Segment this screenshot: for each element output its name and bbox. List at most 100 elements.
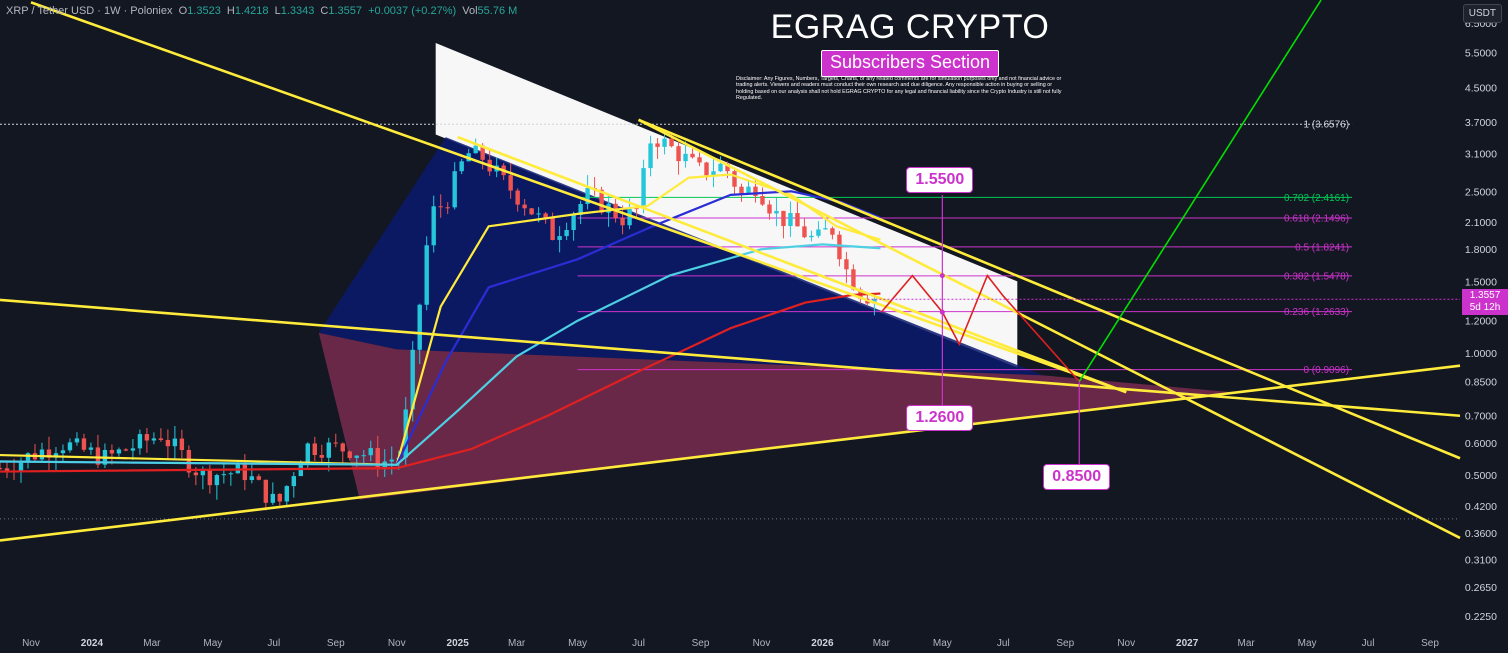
candle-body [571, 214, 576, 231]
candle-110 [767, 200, 772, 220]
candle-74 [515, 188, 520, 212]
candle-body [123, 449, 129, 451]
time-tick-4: Jul [267, 638, 280, 649]
candle-body [137, 434, 143, 449]
time-tick-1: 2024 [81, 638, 104, 649]
candle-24 [165, 429, 171, 459]
candle-62 [431, 195, 436, 253]
time-tick-19: 2027 [1176, 638, 1199, 649]
candle-body [760, 196, 765, 205]
candle-body [704, 162, 709, 176]
candle-56 [389, 446, 394, 475]
candle-65 [452, 162, 457, 210]
target-label-upper: 1.5500 [906, 167, 974, 193]
candle-115 [802, 217, 807, 239]
candle-20 [137, 429, 143, 455]
fibonacci-levels: 1 (3.6576) 0.702 (2.4161) 0.618 (2.1496) 0.… [0, 120, 1353, 376]
currency-button[interactable]: USDT [1462, 4, 1502, 23]
candle-52 [361, 449, 366, 464]
candle-body [354, 455, 359, 458]
candle-body [109, 449, 115, 454]
candle-47 [326, 437, 331, 472]
candle-body [291, 476, 296, 487]
branding: EGRAG CRYPTO Subscribers Section [700, 8, 1120, 77]
moving-average-1 [0, 190, 881, 466]
candle-46 [319, 444, 324, 465]
price-tick-3: 3.7000 [1465, 117, 1497, 129]
candle-body [249, 476, 255, 481]
candle-body [564, 230, 569, 237]
candle-106 [739, 183, 744, 202]
candle-body [459, 161, 464, 172]
candle-body [690, 153, 695, 158]
time-tick-18: Nov [1117, 638, 1135, 649]
candle-95 [662, 131, 667, 155]
candle-113 [788, 201, 793, 237]
candle-93 [648, 135, 653, 177]
candle-40 [277, 493, 283, 506]
projection-zigzag [880, 274, 1080, 383]
open-label: O [178, 5, 188, 17]
candle-body [767, 204, 772, 214]
candle-body [228, 473, 234, 475]
time-tick-0: Nov [22, 638, 40, 649]
candle-22 [151, 432, 157, 445]
candle-body [326, 442, 331, 458]
target-dot-middle [939, 309, 945, 315]
upper-triangle-fill [318, 137, 1044, 376]
candle-53 [368, 440, 373, 462]
fib-label-5: 0.236 (1.2633) [1284, 307, 1349, 318]
price-tick-1: 5.5000 [1465, 47, 1497, 59]
candle-12 [81, 433, 87, 452]
candle-109 [760, 187, 765, 206]
price-tick-13: 0.6000 [1465, 438, 1497, 450]
candle-body [753, 186, 758, 197]
candle-body [172, 438, 178, 447]
time-tick-8: Mar [508, 638, 526, 649]
lower-triangle-fill [318, 332, 1233, 500]
candle-body [214, 475, 220, 486]
candle-10 [67, 438, 73, 453]
moving-average-3 [0, 292, 881, 473]
fib-label-6: 0 (0.9096) [1303, 365, 1349, 376]
candle-102 [711, 157, 716, 188]
price-tick-11: 0.8500 [1465, 377, 1497, 389]
candle-body [81, 438, 87, 450]
candle-body [375, 448, 380, 468]
candle-122 [851, 264, 856, 291]
candle-body [193, 472, 199, 476]
candle-body [438, 206, 443, 208]
candle-body [711, 171, 716, 176]
candle-body [515, 190, 520, 205]
disclaimer-text: Disclaimer: Any Figures, Numbers, Target… [736, 76, 1062, 101]
candle-19 [130, 439, 136, 460]
candle-63 [438, 194, 443, 218]
candle-body [368, 448, 373, 456]
bar-countdown: 5d 12h [1469, 302, 1501, 314]
candle-116 [809, 230, 814, 242]
time-tick-23: Sep [1421, 638, 1439, 649]
trendline-4 [0, 364, 1461, 542]
time-tick-13: 2026 [811, 638, 834, 649]
volume-label: Vol [462, 5, 478, 17]
price-tick-12: 0.7000 [1465, 411, 1497, 423]
candle-21 [144, 427, 150, 453]
price-tick-19: 0.2250 [1465, 611, 1497, 623]
candle-body [18, 461, 24, 472]
trendline-3 [0, 298, 1461, 418]
candle-48 [333, 433, 338, 448]
current-price-badge: 1.3557 5d 12h [1462, 289, 1508, 316]
candle-body [718, 163, 723, 172]
candle-94 [655, 138, 660, 159]
candle-body [641, 168, 646, 209]
candle-body [340, 443, 345, 452]
candle-body [74, 438, 80, 443]
price-tick-18: 0.2650 [1465, 582, 1497, 594]
candle-13 [88, 442, 94, 455]
candle-100 [697, 152, 702, 167]
candle-body [536, 213, 541, 215]
candle-80 [557, 226, 562, 253]
candle-81 [564, 222, 569, 241]
candle-18 [123, 448, 129, 452]
